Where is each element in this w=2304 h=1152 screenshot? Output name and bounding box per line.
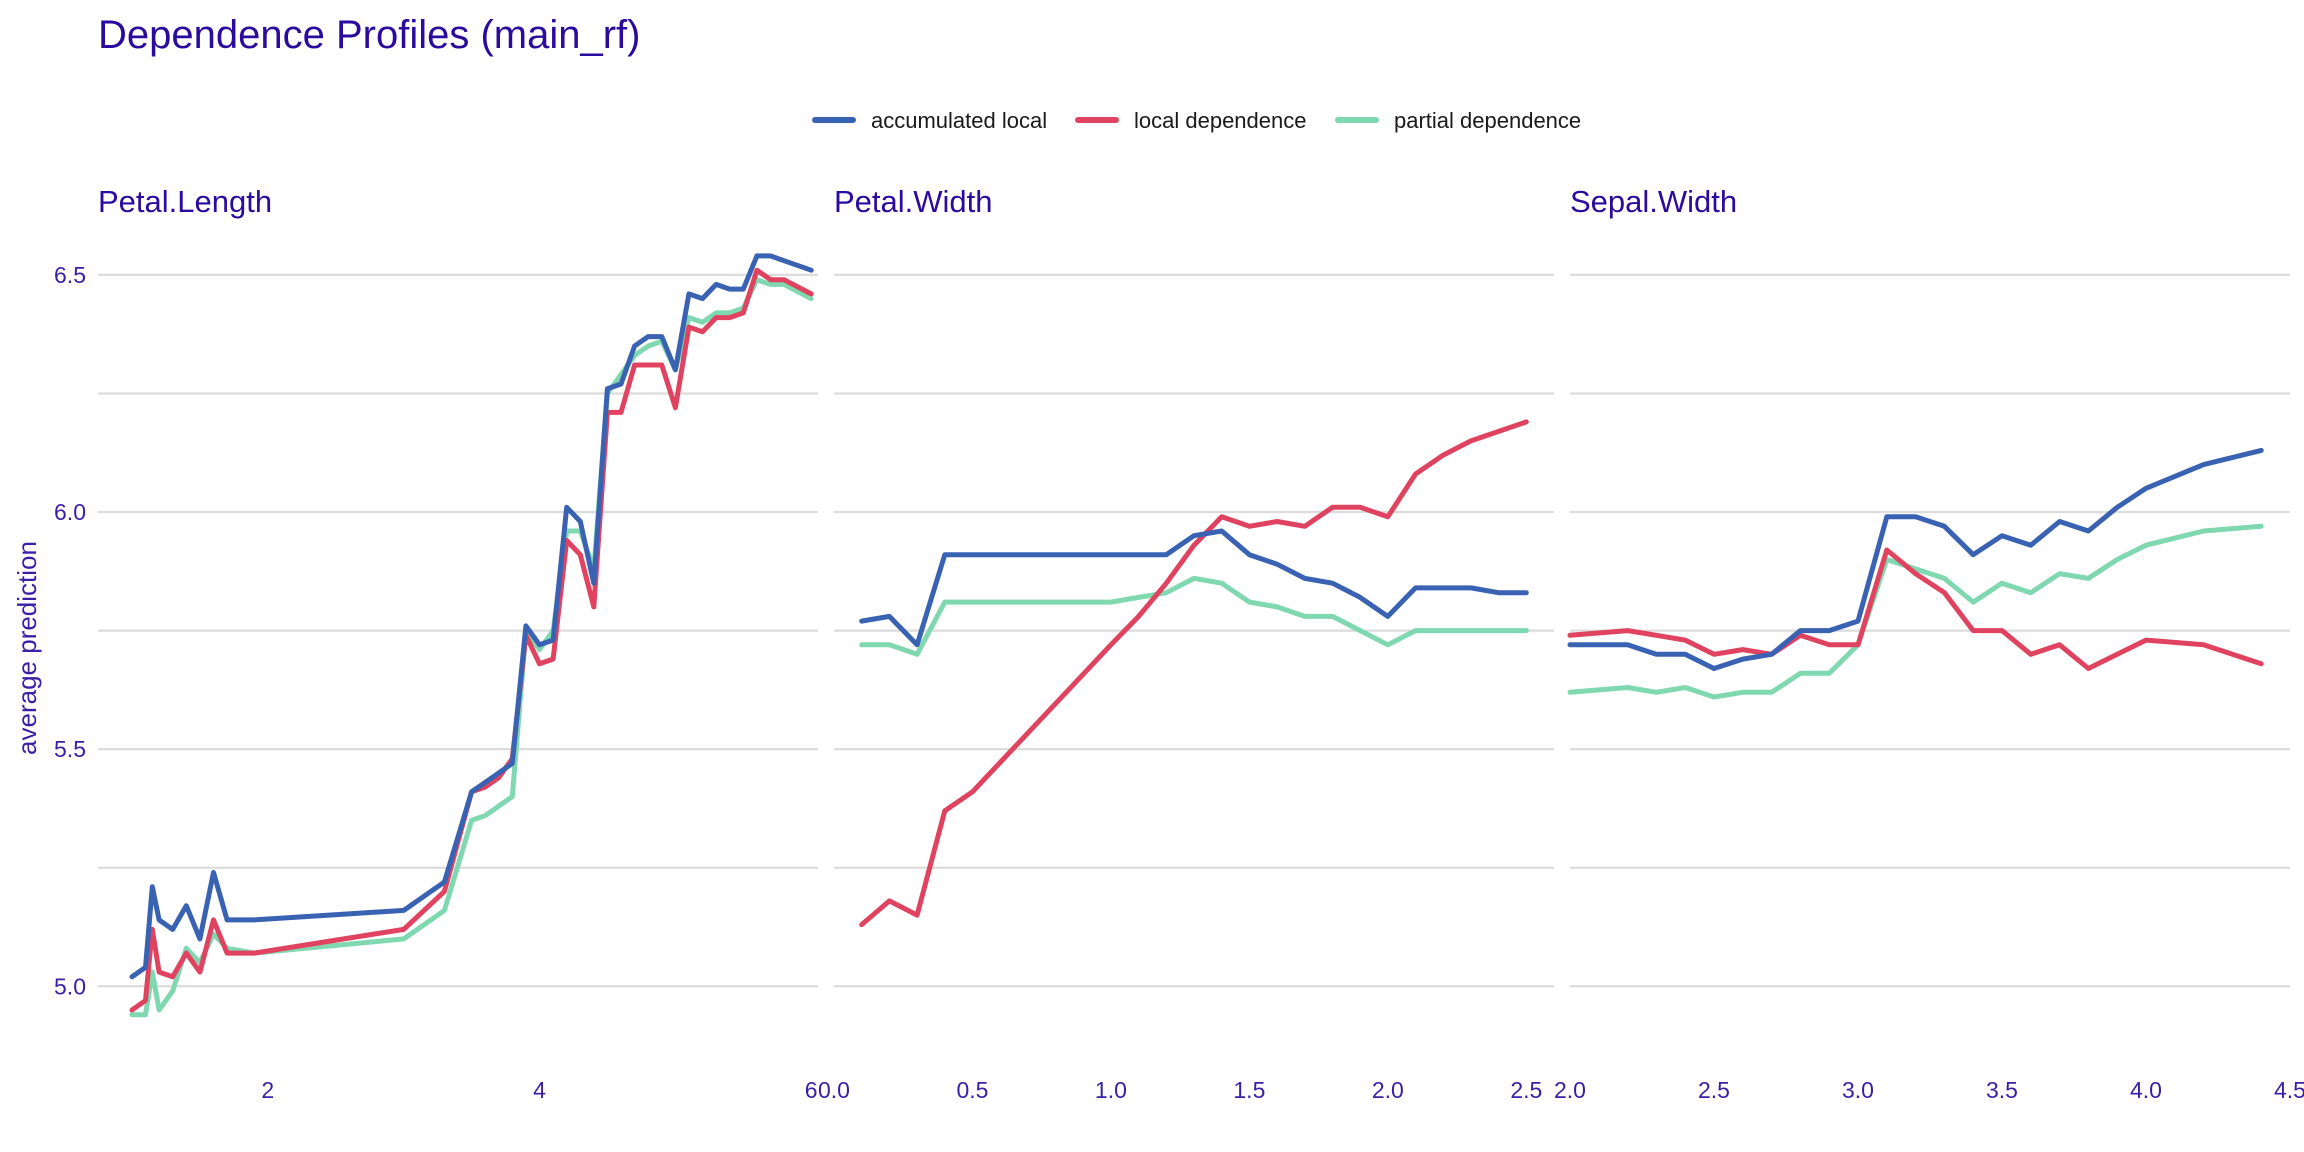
series-line-partial-dependence: [129, 277, 814, 1018]
panel-petal-width: Petal.Width 0.0 0.5 1.0 1.5 2.0 2.5: [818, 184, 1554, 1103]
series-line-accumulated-local: [1567, 447, 2264, 671]
panel-title-petal-length: Petal.Length: [98, 184, 272, 219]
panel-title-sepal-width: Sepal.Width: [1570, 184, 1737, 219]
chart-title: Dependence Profiles (main_rf): [98, 13, 640, 57]
series-line-partial-dependence: [1567, 523, 2264, 700]
x-tick-label: 0.5: [956, 1077, 988, 1103]
panels: Petal.Length 5.0 5.5 6.0 6.5 2 4 6 Petal.Width 0.…: [54, 184, 2304, 1103]
x-tick-label: 2.0: [1554, 1077, 1586, 1103]
x-tick-label: 2.5: [1698, 1077, 1730, 1103]
x-tick-label: 2.5: [1510, 1077, 1542, 1103]
series-line-accumulated-local: [859, 528, 1529, 648]
x-tick-label: 2.0: [1372, 1077, 1404, 1103]
x-tick-label: 3.0: [1842, 1077, 1874, 1103]
series-line-partial-dependence: [859, 575, 1529, 657]
series-line-local-dependence: [859, 419, 1529, 928]
x-tick-label: 4.0: [2130, 1077, 2162, 1103]
y-tick-label: 6.5: [54, 262, 86, 288]
y-tick-label: 5.5: [54, 736, 86, 762]
y-tick-label: 6.0: [54, 499, 86, 525]
series-line-accumulated-local: [129, 253, 814, 980]
panel-sepal-width: Sepal.Width 2.0 2.5 3.0 3.5 4.0 4.5: [1554, 184, 2304, 1103]
series-line-local-dependence: [1567, 547, 2264, 671]
legend: accumulated local local dependence partial…: [812, 108, 1581, 133]
legend-label-local-dependence: local dependence: [1134, 108, 1306, 133]
x-tick-label: 0.0: [818, 1077, 850, 1103]
y-tick-label: 5.0: [54, 973, 86, 999]
x-tick-label: 2: [261, 1077, 274, 1103]
x-tick-label: 6: [805, 1077, 818, 1103]
series-line-local-dependence: [129, 267, 814, 1013]
x-tick-label: 4.5: [2274, 1077, 2304, 1103]
legend-label-accumulated-local: accumulated local: [871, 108, 1047, 133]
x-tick-label: 4: [533, 1077, 546, 1103]
x-tick-label: 1.0: [1095, 1077, 1127, 1103]
x-tick-label: 3.5: [1986, 1077, 2018, 1103]
panel-petal-length: Petal.Length 5.0 5.5 6.0 6.5 2 4 6: [54, 184, 818, 1103]
y-axis-label: average prediction: [12, 541, 42, 755]
legend-label-partial-dependence: partial dependence: [1394, 108, 1581, 133]
panel-title-petal-width: Petal.Width: [834, 184, 993, 219]
x-tick-label: 1.5: [1233, 1077, 1265, 1103]
